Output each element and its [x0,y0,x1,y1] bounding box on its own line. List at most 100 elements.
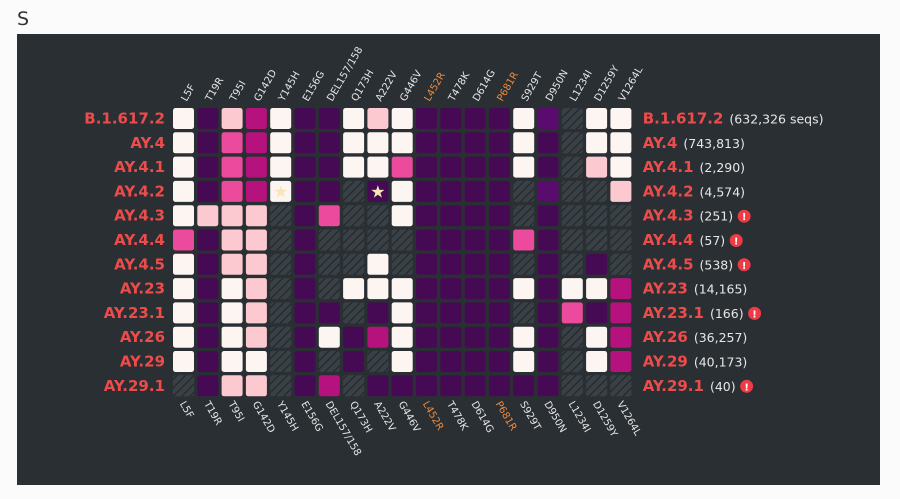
heatmap-cell[interactable] [488,253,510,275]
heatmap-cell[interactable] [586,351,608,372]
heatmap-cell[interactable] [173,180,194,202]
heatmap-cell[interactable] [294,180,316,202]
heatmap-cell[interactable] [488,205,510,227]
heatmap-cell[interactable] [197,156,219,178]
heatmap-cell[interactable] [391,108,413,129]
heatmap-cell[interactable] [221,253,243,275]
heatmap-cell[interactable] [416,156,437,178]
heatmap-cell[interactable] [513,229,535,251]
heatmap-cell[interactable] [343,229,365,251]
heatmap-cell[interactable] [270,156,292,178]
heatmap-cell[interactable] [318,132,340,154]
heatmap-cell[interactable] [416,205,437,227]
heatmap-cell[interactable] [537,351,559,372]
heatmap-cell[interactable] [245,302,267,324]
heatmap-cell[interactable] [561,253,583,275]
heatmap-cell[interactable] [270,108,292,129]
heatmap-cell[interactable] [440,180,462,202]
heatmap-cell[interactable] [513,156,535,178]
heatmap-cell[interactable] [197,278,219,300]
heatmap-cell[interactable] [513,108,535,129]
heatmap-cell[interactable] [586,375,608,397]
heatmap-cell[interactable] [245,351,267,372]
heatmap-cell[interactable] [343,351,365,372]
heatmap-cell[interactable] [221,375,243,397]
heatmap-cell[interactable] [294,326,316,348]
heatmap-cell[interactable] [270,253,292,275]
heatmap-cell[interactable] [318,205,340,227]
heatmap-cell[interactable] [488,375,510,397]
heatmap-cell[interactable] [318,229,340,251]
heatmap-cell[interactable] [173,278,194,300]
heatmap-cell[interactable] [610,156,632,178]
heatmap-cell[interactable] [561,180,583,202]
heatmap-cell[interactable] [197,253,219,275]
heatmap-cell[interactable] [513,278,535,300]
heatmap-cell[interactable] [270,351,292,372]
heatmap-cell[interactable] [610,351,632,372]
heatmap-cell[interactable] [488,351,510,372]
heatmap-cell[interactable] [391,156,413,178]
warning-icon[interactable] [748,306,762,320]
heatmap-cell[interactable] [440,229,462,251]
heatmap-cell[interactable] [488,302,510,324]
heatmap-cell[interactable] [488,278,510,300]
heatmap-cell[interactable] [367,278,389,300]
heatmap-cell[interactable] [221,302,243,324]
heatmap-cell[interactable] [586,205,608,227]
heatmap-cell[interactable] [440,132,462,154]
heatmap-cell[interactable] [318,108,340,129]
heatmap-cell[interactable] [513,351,535,372]
heatmap-cell[interactable] [610,302,632,324]
heatmap-cell[interactable] [343,326,365,348]
heatmap-cell[interactable] [173,375,194,397]
heatmap-cell[interactable] [586,180,608,202]
heatmap-cell[interactable] [294,229,316,251]
heatmap-cell[interactable] [416,132,437,154]
heatmap-cell[interactable] [197,205,219,227]
heatmap-cell[interactable] [440,375,462,397]
heatmap-cell[interactable] [343,278,365,300]
heatmap-cell[interactable] [464,253,486,275]
heatmap-cell[interactable] [391,229,413,251]
heatmap-cell[interactable] [391,326,413,348]
heatmap-cell[interactable] [367,229,389,251]
heatmap-cell[interactable] [610,326,632,348]
heatmap-cell[interactable] [221,156,243,178]
heatmap-cell[interactable] [586,326,608,348]
warning-icon[interactable] [740,379,754,393]
heatmap-cell[interactable] [416,180,437,202]
heatmap-cell[interactable] [197,302,219,324]
heatmap-cell[interactable] [561,132,583,154]
heatmap-cell[interactable] [610,132,632,154]
heatmap-cell[interactable] [197,180,219,202]
heatmap-cell[interactable] [586,132,608,154]
heatmap-cell[interactable] [440,108,462,129]
heatmap-cell[interactable] [197,326,219,348]
heatmap-cell[interactable] [440,156,462,178]
heatmap-cell[interactable] [440,205,462,227]
heatmap-cell[interactable] [537,180,559,202]
heatmap-cell[interactable] [294,156,316,178]
heatmap-cell[interactable] [488,108,510,129]
heatmap-cell[interactable] [513,132,535,154]
heatmap-cell[interactable] [318,156,340,178]
heatmap-cell[interactable] [318,375,340,397]
warning-icon[interactable] [729,234,743,247]
heatmap-cell[interactable] [440,326,462,348]
heatmap-cell[interactable] [610,253,632,275]
heatmap-cell[interactable] [391,302,413,324]
heatmap-cell[interactable] [464,375,486,397]
heatmap-cell[interactable] [488,326,510,348]
heatmap-cell[interactable] [343,302,365,324]
heatmap-cell[interactable] [318,253,340,275]
warning-icon[interactable] [737,258,751,272]
heatmap-cell[interactable] [367,132,389,154]
heatmap-cell[interactable] [221,108,243,129]
heatmap-cell[interactable] [610,229,632,251]
heatmap-cell[interactable] [586,229,608,251]
heatmap-cell[interactable] [488,156,510,178]
heatmap-cell[interactable] [391,375,413,397]
heatmap-cell[interactable] [245,326,267,348]
heatmap-cell[interactable] [513,205,535,227]
